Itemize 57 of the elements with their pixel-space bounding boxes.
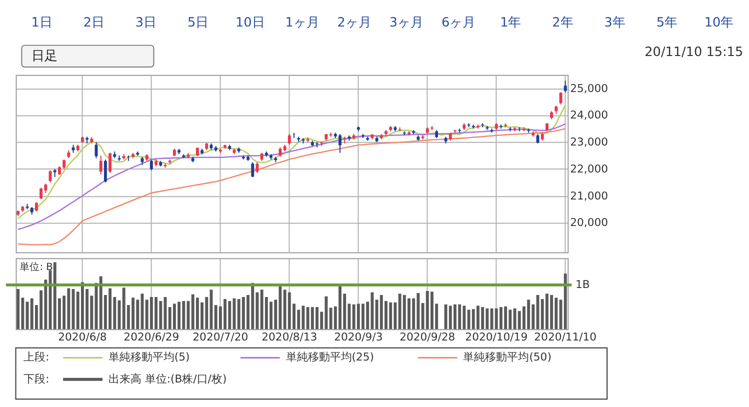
candlestick bbox=[40, 187, 43, 200]
candlestick bbox=[150, 159, 153, 171]
x-tick-label: 2020/6/29 bbox=[124, 330, 180, 344]
text: 1ヶ月 bbox=[285, 16, 320, 31]
text: 10年 bbox=[704, 16, 734, 31]
x-tick-label: 2020/9/28 bbox=[400, 330, 456, 344]
text: 3ヶ月 bbox=[389, 16, 424, 31]
text: 6ヶ月 bbox=[441, 16, 476, 31]
y-tick-label: 24,000 bbox=[570, 108, 608, 122]
text: 20/11/10 15:15 bbox=[644, 45, 744, 60]
ref-line-label: 1B bbox=[576, 278, 590, 291]
text: 10日 bbox=[236, 16, 265, 31]
candlestick bbox=[99, 155, 102, 175]
text: 1日 bbox=[31, 16, 52, 31]
text: 5日 bbox=[188, 16, 209, 31]
text: 日足 bbox=[32, 49, 58, 64]
legend-title: 上段: bbox=[24, 350, 50, 364]
line-series bbox=[17, 104, 566, 220]
legend-title: 下段: bbox=[24, 372, 50, 386]
candlestick bbox=[278, 146, 282, 158]
candlestick bbox=[288, 134, 291, 146]
legend-label: 単純移動平均(5) bbox=[108, 350, 190, 364]
text: 1年 bbox=[500, 16, 522, 31]
candlestick bbox=[108, 152, 112, 174]
bar bbox=[564, 274, 567, 330]
y-tick-label: 25,000 bbox=[570, 82, 608, 95]
candlestick bbox=[62, 159, 66, 170]
legend-label: 出来高 単位:(B株/口/枚) bbox=[108, 372, 227, 386]
x-tick-label: 2020/9/3 bbox=[334, 330, 383, 344]
y-tick-label: 23,000 bbox=[570, 136, 608, 149]
x-tick-label: 2020/7/20 bbox=[192, 330, 248, 344]
text: 3年 bbox=[604, 16, 626, 31]
x-tick-label: 2020/11/10 bbox=[534, 330, 597, 344]
text: 2年 bbox=[552, 16, 574, 31]
annotation: 単位: B bbox=[20, 261, 54, 274]
line-series bbox=[17, 123, 566, 230]
candlestick bbox=[251, 162, 254, 178]
line-series bbox=[17, 128, 566, 246]
y-tick-label: 22,000 bbox=[570, 162, 608, 176]
y-tick-label: 21,000 bbox=[570, 189, 608, 202]
x-tick-label: 2020/6/8 bbox=[58, 330, 107, 344]
candlestick bbox=[343, 136, 346, 144]
candlestick bbox=[256, 162, 259, 174]
text: 3日 bbox=[135, 16, 157, 31]
text: 2ヶ月 bbox=[337, 16, 372, 31]
legend-label: 単純移動平均(50) bbox=[463, 350, 552, 364]
legend-label: 単純移動平均(25) bbox=[286, 350, 374, 364]
x-tick-label: 2020/10/19 bbox=[465, 330, 528, 344]
candlestick bbox=[292, 132, 296, 139]
x-tick-label: 2020/8/13 bbox=[262, 330, 318, 344]
y-tick-label: 20,000 bbox=[570, 216, 608, 230]
candlestick bbox=[564, 80, 567, 93]
text: 5年 bbox=[656, 16, 678, 31]
bar bbox=[16, 288, 20, 330]
candlestick bbox=[104, 159, 107, 183]
candlestick bbox=[34, 202, 38, 212]
text: 2日 bbox=[83, 16, 104, 31]
